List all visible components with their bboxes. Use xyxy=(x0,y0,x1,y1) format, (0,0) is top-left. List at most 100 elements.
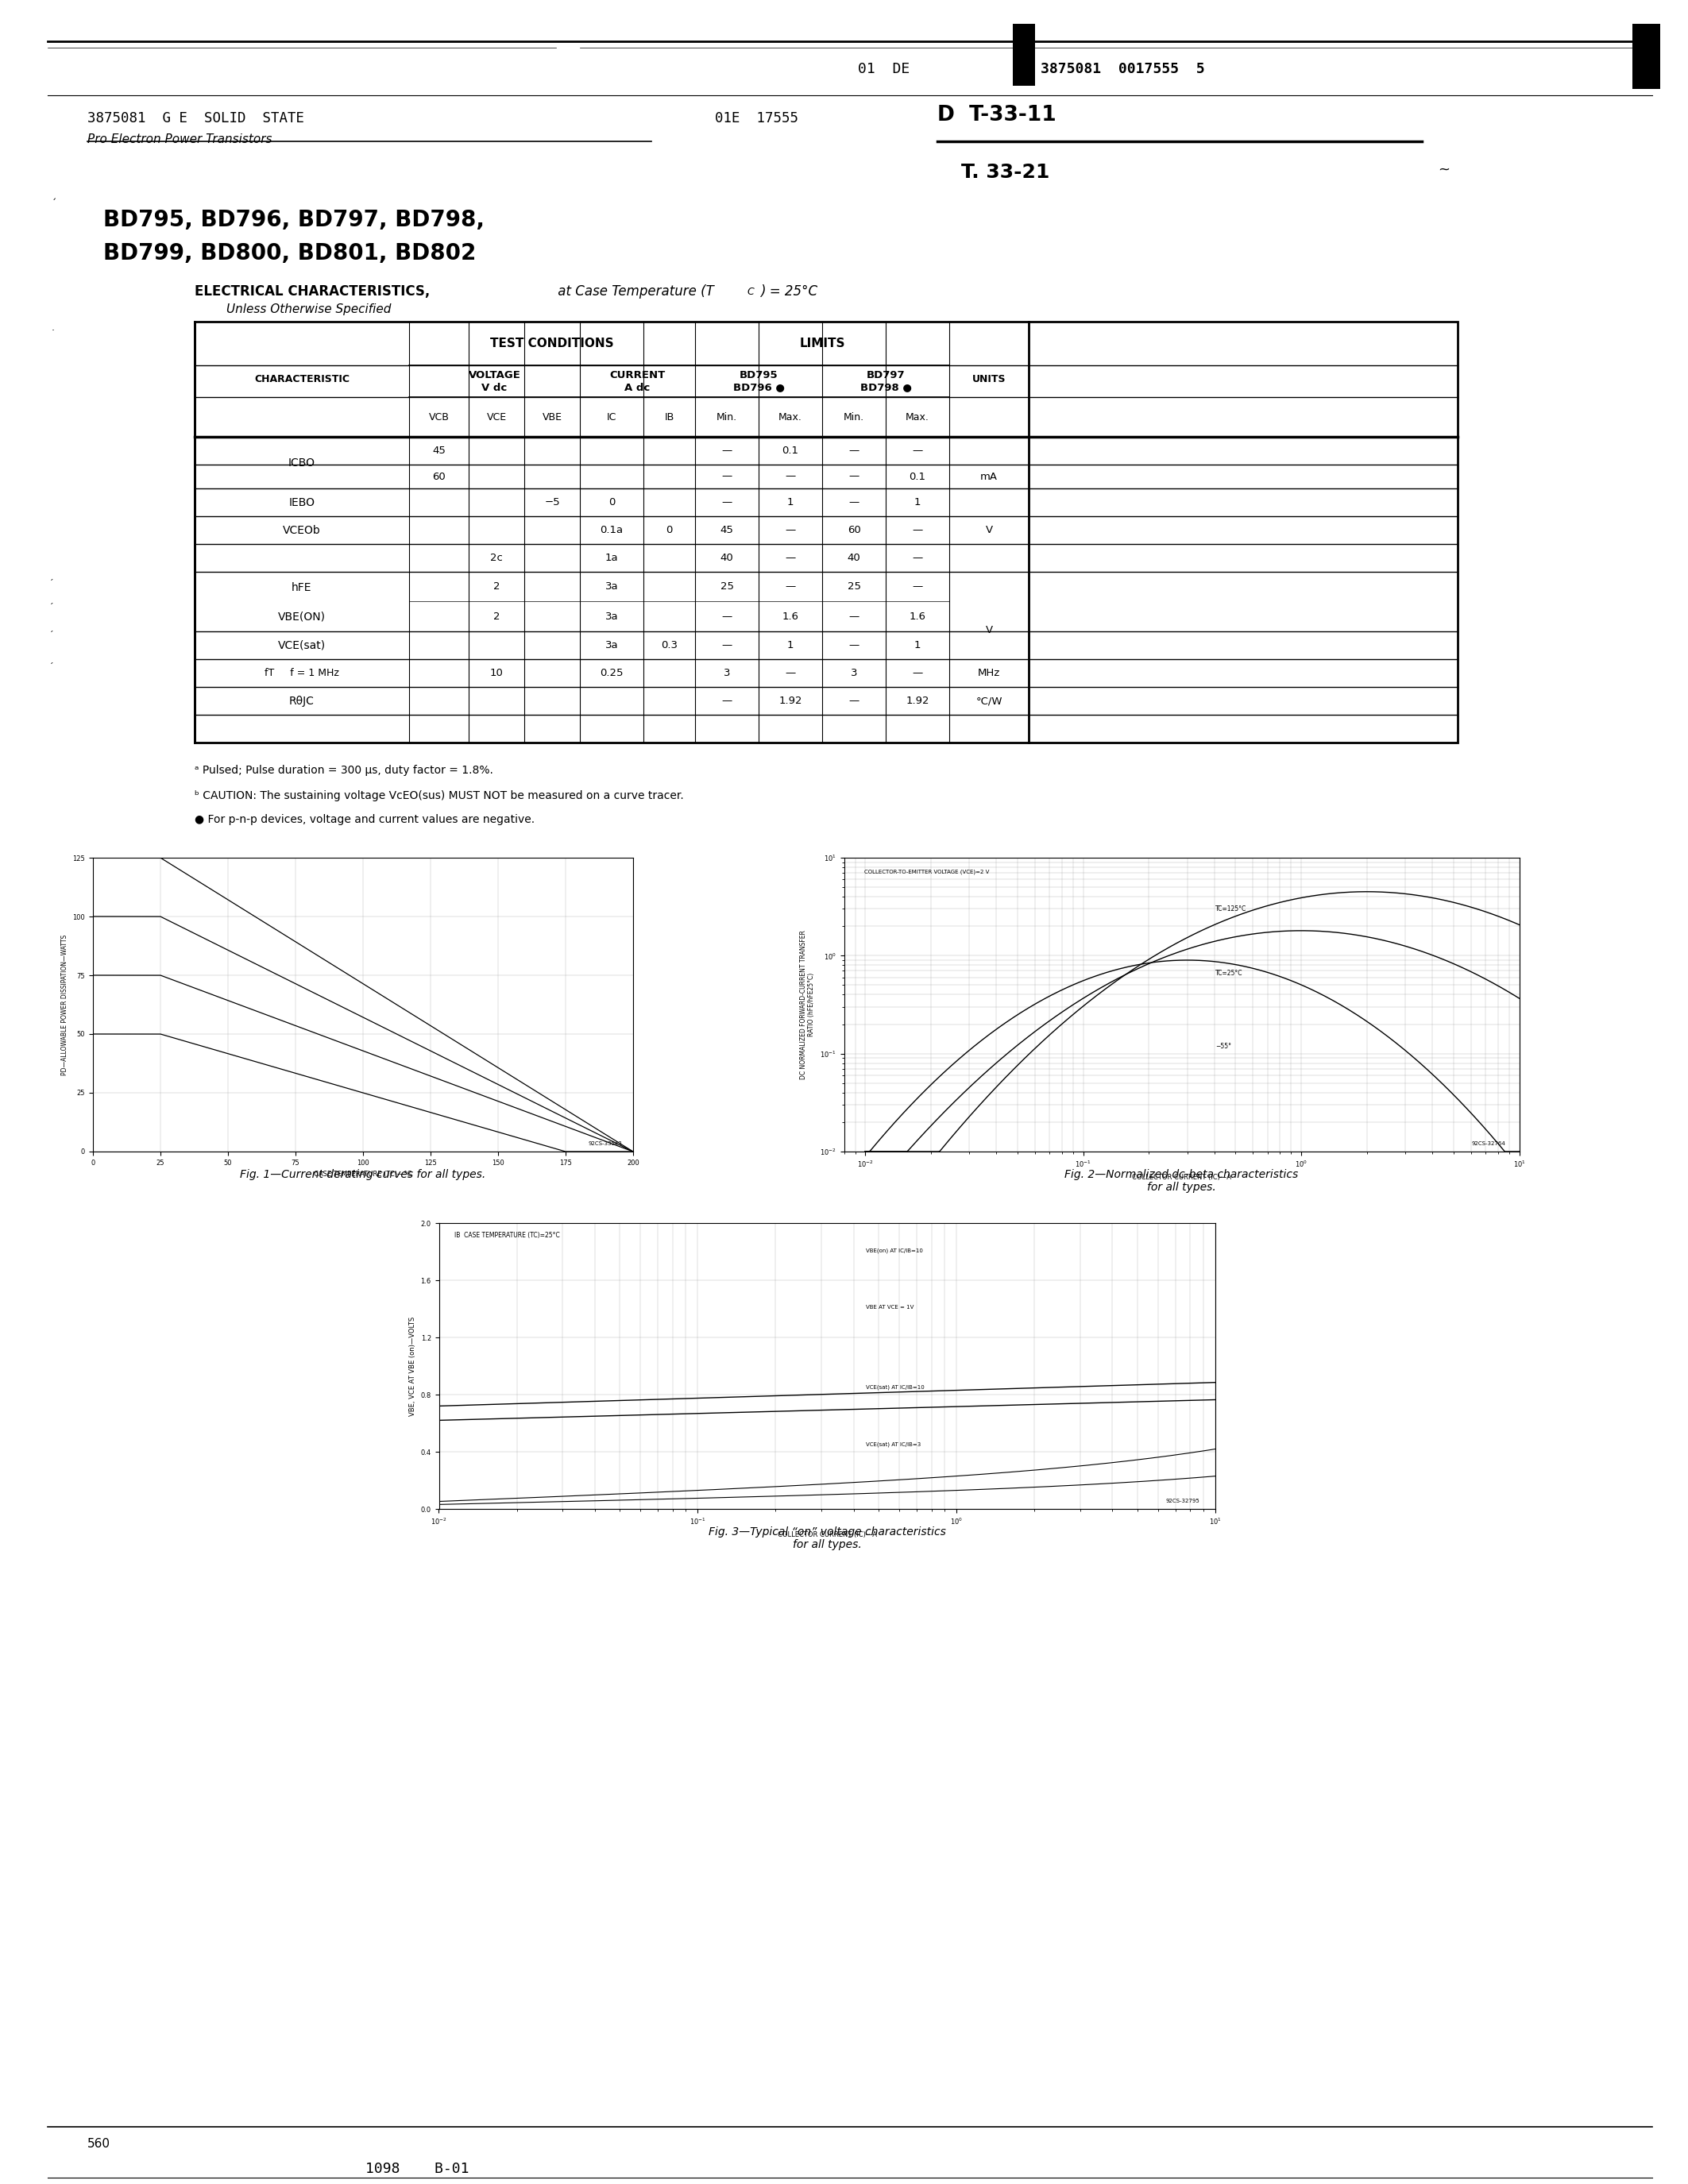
Text: IEBO: IEBO xyxy=(289,496,316,509)
Text: 2: 2 xyxy=(493,612,500,622)
Text: VBE AT VCE = 1V: VBE AT VCE = 1V xyxy=(866,1304,913,1310)
Text: CURRENT
A dc: CURRENT A dc xyxy=(609,369,665,393)
Text: 25: 25 xyxy=(847,581,861,592)
Text: TEST CONDITIONS: TEST CONDITIONS xyxy=(490,339,614,349)
Text: −5: −5 xyxy=(544,498,560,507)
Text: 3a: 3a xyxy=(604,612,618,622)
Text: —: — xyxy=(849,446,859,456)
X-axis label: CASE TEMPERATURE (TC)—°C: CASE TEMPERATURE (TC)—°C xyxy=(314,1171,412,1177)
Text: 1.6: 1.6 xyxy=(782,612,798,622)
Text: VCE: VCE xyxy=(486,413,506,422)
Text: 560: 560 xyxy=(88,2138,110,2149)
Bar xyxy=(1013,24,1035,85)
Text: 3: 3 xyxy=(851,668,858,679)
Text: VBE: VBE xyxy=(542,413,562,422)
Text: TC=25°C: TC=25°C xyxy=(1215,970,1242,976)
Text: —: — xyxy=(849,697,859,705)
Text: 01E  17555: 01E 17555 xyxy=(716,111,798,124)
Text: —: — xyxy=(785,581,795,592)
Bar xyxy=(194,321,1458,743)
Text: —: — xyxy=(721,446,733,456)
Text: 1: 1 xyxy=(787,640,793,651)
Text: ● For p-n-p devices, voltage and current values are negative.: ● For p-n-p devices, voltage and current… xyxy=(194,815,535,826)
Y-axis label: VBE, VCE AT VBE (on)—VOLTS: VBE, VCE AT VBE (on)—VOLTS xyxy=(408,1317,417,1415)
Text: —: — xyxy=(912,524,923,535)
Text: —: — xyxy=(785,668,795,679)
Text: V: V xyxy=(986,625,993,636)
Text: 2c: 2c xyxy=(490,553,503,563)
Text: 3875081  0017555  5: 3875081 0017555 5 xyxy=(1040,61,1205,76)
Text: C: C xyxy=(746,286,753,297)
Text: 92CS-32764: 92CS-32764 xyxy=(1472,1140,1506,1147)
Text: —: — xyxy=(785,553,795,563)
Text: —: — xyxy=(849,612,859,622)
Text: 0: 0 xyxy=(608,498,614,507)
Text: CHARACTERISTIC: CHARACTERISTIC xyxy=(255,373,349,384)
Text: —: — xyxy=(785,524,795,535)
Text: VCE(sat) AT IC/IB=3: VCE(sat) AT IC/IB=3 xyxy=(866,1441,922,1448)
Text: IC: IC xyxy=(606,413,616,422)
Text: 2: 2 xyxy=(493,581,500,592)
Y-axis label: PD—ALLOWABLE POWER DISSIPATION—WATTS: PD—ALLOWABLE POWER DISSIPATION—WATTS xyxy=(61,935,68,1075)
Text: 60: 60 xyxy=(432,472,446,483)
Text: 25: 25 xyxy=(721,581,734,592)
Text: COLLECTOR-TO-EMITTER VOLTAGE (VCE)=2 V: COLLECTOR-TO-EMITTER VOLTAGE (VCE)=2 V xyxy=(864,869,989,874)
Text: ´: ´ xyxy=(49,579,54,587)
Bar xyxy=(1632,24,1661,90)
Text: °C/W: °C/W xyxy=(976,697,1003,705)
Text: D  T-33-11: D T-33-11 xyxy=(937,105,1057,124)
Text: ~: ~ xyxy=(1438,164,1450,177)
Text: BD797
BD798 ●: BD797 BD798 ● xyxy=(859,369,912,393)
Text: —: — xyxy=(721,697,733,705)
Text: 92CS-33543: 92CS-33543 xyxy=(587,1140,623,1147)
Text: VCEOb: VCEOb xyxy=(284,524,321,535)
Y-axis label: DC NORMALIZED FORWARD-CURRENT TRANSFER
RATIO (hFE/hFE25°C): DC NORMALIZED FORWARD-CURRENT TRANSFER R… xyxy=(800,930,815,1079)
Text: 60: 60 xyxy=(847,524,861,535)
Text: TC=125°C: TC=125°C xyxy=(1215,904,1246,913)
Text: MHz: MHz xyxy=(977,668,1001,679)
Text: fT     f = 1 MHz: fT f = 1 MHz xyxy=(265,668,339,679)
Text: —: — xyxy=(849,498,859,507)
Text: 01  DE: 01 DE xyxy=(858,61,910,76)
Text: 92CS-32795: 92CS-32795 xyxy=(1166,1498,1200,1503)
Text: —: — xyxy=(721,612,733,622)
Text: Min.: Min. xyxy=(844,413,864,422)
Text: ·: · xyxy=(52,325,54,336)
Text: ICBO: ICBO xyxy=(289,456,316,467)
Text: —: — xyxy=(721,498,733,507)
Text: V: V xyxy=(986,524,993,535)
Text: 1098    B-01: 1098 B-01 xyxy=(365,2162,469,2175)
Text: BD795
BD796 ●: BD795 BD796 ● xyxy=(733,369,785,393)
Text: IB: IB xyxy=(665,413,674,422)
Text: —: — xyxy=(849,640,859,651)
Text: —: — xyxy=(912,553,923,563)
Text: —: — xyxy=(721,640,733,651)
Text: Fig. 3—Typical “on” voltage characteristics
for all types.: Fig. 3—Typical “on” voltage characterist… xyxy=(709,1527,945,1551)
Text: —: — xyxy=(912,581,923,592)
Text: ) = 25°C: ) = 25°C xyxy=(760,284,817,299)
Text: 1: 1 xyxy=(915,498,922,507)
Text: VBE(ON): VBE(ON) xyxy=(279,612,326,622)
Text: 3: 3 xyxy=(724,668,731,679)
Text: 0.25: 0.25 xyxy=(599,668,623,679)
Text: UNITS: UNITS xyxy=(972,373,1006,384)
Text: VOLTAGE
V dc: VOLTAGE V dc xyxy=(468,369,520,393)
Text: Unless Otherwise Specified: Unless Otherwise Specified xyxy=(226,304,392,314)
Text: hFE: hFE xyxy=(292,583,312,594)
Text: Max.: Max. xyxy=(778,413,802,422)
Text: mA: mA xyxy=(981,472,998,483)
Text: —: — xyxy=(849,472,859,483)
Text: at Case Temperature (T: at Case Temperature (T xyxy=(554,284,714,299)
Text: 3875081  G E  SOLID  STATE: 3875081 G E SOLID STATE xyxy=(88,111,304,124)
Text: 1.6: 1.6 xyxy=(910,612,925,622)
Text: −55°: −55° xyxy=(1215,1044,1231,1051)
Text: 0.1a: 0.1a xyxy=(601,524,623,535)
Text: ᵃ Pulsed; Pulse duration = 300 μs, duty factor = 1.8%.: ᵃ Pulsed; Pulse duration = 300 μs, duty … xyxy=(194,764,493,775)
Text: —: — xyxy=(912,446,923,456)
Text: VCE(sat) AT IC/IB=10: VCE(sat) AT IC/IB=10 xyxy=(866,1385,925,1389)
Text: ᵇ CAUTION: The sustaining voltage VᴄEO(sus) MUST NOT be measured on a curve trac: ᵇ CAUTION: The sustaining voltage VᴄEO(s… xyxy=(194,791,684,802)
Text: 1.92: 1.92 xyxy=(906,697,928,705)
Text: BD799, BD800, BD801, BD802: BD799, BD800, BD801, BD802 xyxy=(103,242,476,264)
Text: 40: 40 xyxy=(721,553,734,563)
Text: Pro Electron Power Transistors: Pro Electron Power Transistors xyxy=(88,133,272,146)
